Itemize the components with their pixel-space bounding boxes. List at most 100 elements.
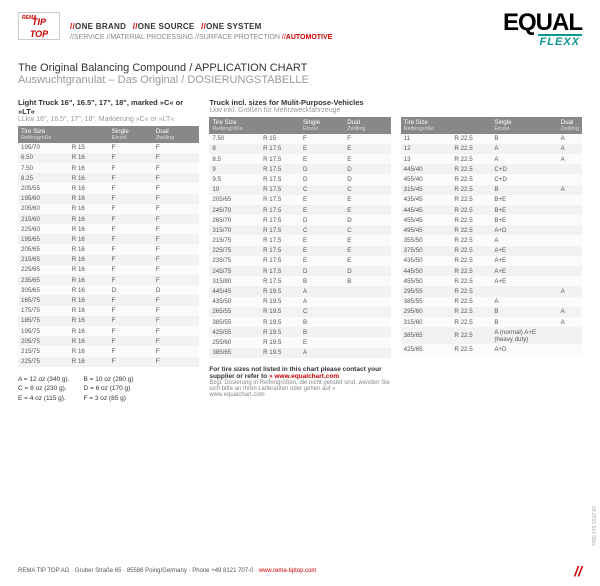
table-row: 385/65R 22.5A (normal) A+E (heavy duty)	[401, 327, 582, 344]
table-row: 215/60R 16FF	[18, 214, 199, 224]
side-code: 08.2015 514 58xx	[590, 506, 596, 546]
table-row: 455/40R 22.5C+D	[401, 174, 582, 184]
table-row: 215/75R 17.5EE	[209, 235, 390, 245]
table-row: 195/70R 15FF	[18, 143, 199, 153]
table-row: 445/40R 22.5C+D	[401, 164, 582, 174]
header: REMA TIP TOP //ONE BRAND //ONE SOURCE //…	[18, 12, 582, 48]
table-row: 385/55R 19.5B	[209, 317, 390, 327]
title-block: The Original Balancing Compound / APPLIC…	[18, 62, 582, 86]
table-row: 295/60R 22.5BA	[401, 307, 582, 317]
section3-spacer2	[401, 107, 582, 114]
subnav: //SERVICE //MATERIAL PROCESSING //SURFAC…	[70, 34, 332, 41]
table-row: 315/45R 22.5BA	[401, 185, 582, 195]
section2-headsub: Lkw inkl. Größen für Mehrzweckfahrzeuge	[209, 107, 390, 114]
table-row: 385/65R 19.5A	[209, 348, 390, 358]
title-sub: Auswuchtgranulat – Das Original / DOSIER…	[18, 74, 582, 86]
flexx-text: FLEXX	[538, 34, 582, 48]
note: For tire sizes not listed in this chart …	[209, 366, 390, 398]
table-row: 165/75R 16FF	[18, 295, 199, 305]
table-row: 185/75R 16FF	[18, 316, 199, 326]
table-row: 435/50R 19.5A	[209, 297, 390, 307]
title-main: The Original Balancing Compound / APPLIC…	[18, 62, 582, 74]
table-row: 455/50R 22.5A+E	[401, 276, 582, 286]
legend-c2: B = 10 oz (280 g) D = 6 oz (170 g) F = 3…	[84, 375, 134, 404]
footer-slashes-icon: //	[574, 563, 582, 579]
table-row: 195/75R 16FF	[18, 326, 199, 336]
table-row: 8.25R 16FF	[18, 173, 199, 183]
footer: REMA TIP TOP AG · Gruber Straße 65 · 855…	[18, 563, 582, 579]
table-row: 205/65R 17.5EE	[209, 195, 390, 205]
table-row: 305/65R 16DD	[18, 285, 199, 295]
table-row: 205/75R 16FF	[18, 336, 199, 346]
table-row: 445/50R 22.5A+E	[401, 266, 582, 276]
table-row: 9R 17.5DD	[209, 164, 390, 174]
table-row: 445/45R 19.5A	[209, 286, 390, 296]
table-row: 315/60R 22.5BA	[401, 317, 582, 327]
table-row: 225/65R 16FF	[18, 265, 199, 275]
table-row: 11R 22.5BA	[401, 134, 582, 144]
table-row: 205/65R 16FF	[18, 244, 199, 254]
table-row: 215/65R 16FF	[18, 255, 199, 265]
table-row: 7.50R 16FF	[18, 163, 199, 173]
table-row: 445/45R 22.5B+E	[401, 205, 582, 215]
legend: A = 12 oz (340 g). C = 8 oz (230 g). E =…	[18, 375, 199, 404]
table-row: 265/55R 19.5C	[209, 307, 390, 317]
section2-head: Truck incl. sizes for Mulit-Purpose-Vehi…	[209, 98, 390, 107]
equal-logo: EQUAL FLEXX	[503, 12, 582, 48]
table-row: 255/60R 19.5E	[209, 337, 390, 347]
table-row: 435/50R 22.5A+E	[401, 256, 582, 266]
table-row: 295/55R 22.5A	[401, 286, 582, 296]
table-row: 315/70R 17.5CC	[209, 225, 390, 235]
note-link[interactable]: » www.equalchart.com	[269, 373, 339, 380]
table-row: 13R 22.5AA	[401, 154, 582, 164]
table-row: 385/55R 22.5A	[401, 297, 582, 307]
note-sub: Bzgl. Dosierung in Reifengrößen, die nic…	[209, 380, 390, 398]
table-row: 425/65R 22.5A+D	[401, 344, 582, 354]
table-row: 235/75R 17.5EE	[209, 256, 390, 266]
section1-head: Light Truck 16", 16.5", 17", 18", marked…	[18, 98, 199, 116]
table-row: 8R 17.5EE	[209, 144, 390, 154]
col-2: Truck incl. sizes for Mulit-Purpose-Vehi…	[209, 98, 390, 404]
table-row: 7.50R 15FF	[209, 134, 390, 144]
table-row: 205/60R 16FF	[18, 204, 199, 214]
table-row: 435/45R 22.5B+E	[401, 195, 582, 205]
header-left: REMA TIP TOP //ONE BRAND //ONE SOURCE //…	[18, 12, 332, 41]
table-row: 265/70R 17.5DD	[209, 215, 390, 225]
table-row: 455/45R 22.5B+E	[401, 215, 582, 225]
legend-c1: A = 12 oz (340 g). C = 8 oz (230 g). E =…	[18, 375, 70, 404]
table-1: Tire SizeReifengrößeSingleEinzelDualZwil…	[18, 126, 199, 367]
table-row: 215/75R 16FF	[18, 346, 199, 356]
table-row: 10R 17.5CC	[209, 185, 390, 195]
table-2: Tire SizeReifengrößeSingleEinzelDualZwil…	[209, 117, 390, 358]
table-row: 8.5R 17.5EE	[209, 154, 390, 164]
table-row: 205/55R 16FF	[18, 183, 199, 193]
col-1: Light Truck 16", 16.5", 17", 18", marked…	[18, 98, 199, 404]
section3-spacer	[401, 98, 582, 107]
table-row: 175/75R 16FF	[18, 306, 199, 316]
table-row: 315/80R 17.5BB	[209, 276, 390, 286]
table-row: 225/75R 16FF	[18, 357, 199, 367]
logo-rema: REMA	[22, 15, 37, 21]
equal-text: EQUAL	[503, 12, 582, 34]
footer-link[interactable]: www.rema-tiptop.com	[259, 568, 317, 574]
columns: Light Truck 16", 16.5", 17", 18", marked…	[18, 98, 582, 404]
footer-text: REMA TIP TOP AG · Gruber Straße 65 · 855…	[18, 568, 316, 574]
table-row: 225/60R 16FF	[18, 224, 199, 234]
logo-top: TOP	[30, 30, 48, 38]
table-row: 425/55R 19.5B	[209, 327, 390, 337]
table-row: 195/65R 16FF	[18, 234, 199, 244]
table-3: Tire SizeReifengrößeSingleEinzelDualZwil…	[401, 117, 582, 355]
table-row: 6.50R 16FF	[18, 153, 199, 163]
table-row: 12R 22.5AA	[401, 144, 582, 154]
table-row: 195/60R 16FF	[18, 194, 199, 204]
table-row: 245/75R 17.5DD	[209, 266, 390, 276]
table-row: 495/45R 22.5A+D	[401, 225, 582, 235]
table-row: 9.5R 17.5DD	[209, 174, 390, 184]
section1-headsub: LLkw 16", 16.5", 17", 18", Markierung »C…	[18, 116, 199, 123]
table-row: 225/75R 17.5EE	[209, 246, 390, 256]
table-row: 375/50R 22.5A+E	[401, 246, 582, 256]
table-row: 235/65R 16FF	[18, 275, 199, 285]
table-row: 245/70R 17.5EE	[209, 205, 390, 215]
tiptop-logo: REMA TIP TOP	[18, 12, 60, 40]
col-3: Tire SizeReifengrößeSingleEinzelDualZwil…	[401, 98, 582, 404]
